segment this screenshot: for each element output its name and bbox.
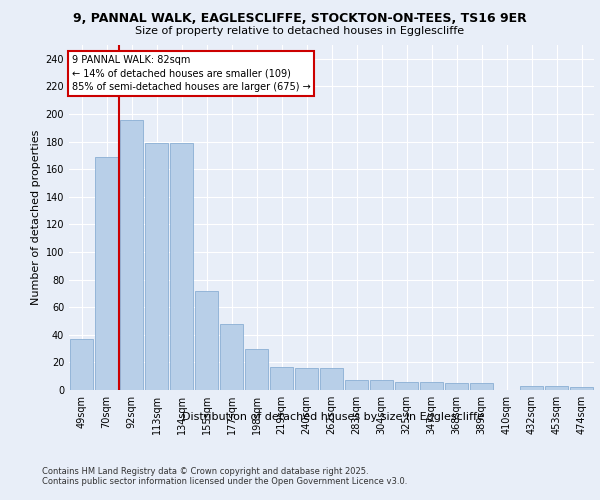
Bar xyxy=(470,383,493,390)
Bar xyxy=(545,386,568,390)
Text: Size of property relative to detached houses in Egglescliffe: Size of property relative to detached ho… xyxy=(136,26,464,36)
Bar xyxy=(570,387,593,390)
Bar xyxy=(70,339,93,390)
Text: Distribution of detached houses by size in Egglescliffe: Distribution of detached houses by size … xyxy=(182,412,484,422)
Bar xyxy=(320,368,343,390)
Bar xyxy=(170,143,193,390)
Bar xyxy=(445,383,468,390)
Text: 9, PANNAL WALK, EAGLESCLIFFE, STOCKTON-ON-TEES, TS16 9ER: 9, PANNAL WALK, EAGLESCLIFFE, STOCKTON-O… xyxy=(73,12,527,26)
Bar xyxy=(220,324,243,390)
Bar xyxy=(420,382,443,390)
Bar xyxy=(95,157,118,390)
Text: 9 PANNAL WALK: 82sqm
← 14% of detached houses are smaller (109)
85% of semi-deta: 9 PANNAL WALK: 82sqm ← 14% of detached h… xyxy=(71,56,310,92)
Bar xyxy=(370,380,393,390)
Bar xyxy=(195,290,218,390)
Bar xyxy=(245,348,268,390)
Bar xyxy=(295,368,318,390)
Y-axis label: Number of detached properties: Number of detached properties xyxy=(31,130,41,305)
Text: Contains HM Land Registry data © Crown copyright and database right 2025.
Contai: Contains HM Land Registry data © Crown c… xyxy=(42,466,407,486)
Bar xyxy=(145,143,168,390)
Bar xyxy=(395,382,418,390)
Bar xyxy=(120,120,143,390)
Bar xyxy=(520,386,543,390)
Bar xyxy=(270,366,293,390)
Bar xyxy=(345,380,368,390)
